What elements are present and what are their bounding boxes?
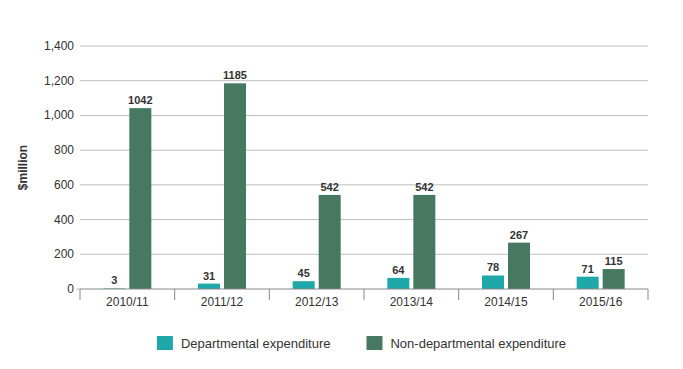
y-tick-label: 1,200 [44,74,74,88]
data-label: 64 [392,264,405,276]
legend-label: Non-departmental expenditure [390,336,566,351]
x-tick-label: 2011/12 [201,295,244,309]
data-label: 3 [111,274,117,286]
grid-line [80,150,648,151]
y-tick-label: 400 [54,213,74,227]
bars [103,83,624,289]
data-label: 542 [415,181,433,193]
bar [508,243,530,289]
data-label: 1185 [223,69,247,81]
bar [198,284,220,289]
bar [387,278,409,289]
bar [577,277,599,289]
bar [482,275,504,289]
bar [224,83,246,289]
grid-line [80,219,648,220]
category-separator [174,289,175,300]
data-label: 78 [487,261,499,273]
y-tick-label: 0 [67,282,74,296]
grid-line [80,254,648,255]
bar [413,195,435,289]
x-tick-label: 2010/11 [106,295,149,309]
y-tick-label: 600 [54,178,74,192]
legend-swatch [366,336,382,350]
data-label: 115 [605,255,623,267]
tick-mark [76,289,80,290]
data-label: 71 [582,263,594,275]
y-tick-label: 1,000 [44,108,74,122]
x-tick-label: 2014/15 [484,295,528,309]
category-separator [553,289,554,300]
grid-line [80,184,648,185]
y-tick-label: 200 [54,247,74,261]
data-label: 1042 [128,94,152,106]
bar [293,281,315,289]
chart-container: 0 200 400 600 800 1,000 1,200 1,400 $million 3 104… [0,0,683,369]
data-label: 45 [298,267,310,279]
x-tick-label: 2015/16 [579,295,623,309]
chart-svg: 0 200 400 600 800 1,000 1,200 1,400 $million 3 104… [0,0,683,369]
grid-line [80,80,648,81]
data-label: 542 [320,181,338,193]
data-labels: 3 1042 31 1185 45 542 64 542 78 267 71 115 [111,69,622,286]
bar [603,269,625,289]
data-label: 267 [510,229,528,241]
x-tick-label: 2012/13 [295,295,339,309]
legend-label: Departmental expenditure [181,336,331,351]
legend: Departmental expenditure Non-departmental… [157,336,566,351]
grid-line [80,115,648,116]
category-separator [269,289,270,300]
bar [319,195,341,289]
y-tick-label: 800 [54,143,74,157]
legend-swatch [157,336,173,350]
x-tick-label: 2013/14 [390,295,434,309]
bar [129,108,151,289]
y-axis-label: $million [16,145,30,190]
category-separator [458,289,459,300]
category-separator [80,289,81,300]
category-separator [364,289,365,300]
grid-line [80,46,648,47]
x-axis-line [80,289,648,290]
y-tick-label: 1,400 [44,39,74,53]
category-separator [648,289,649,300]
data-label: 31 [203,270,215,282]
